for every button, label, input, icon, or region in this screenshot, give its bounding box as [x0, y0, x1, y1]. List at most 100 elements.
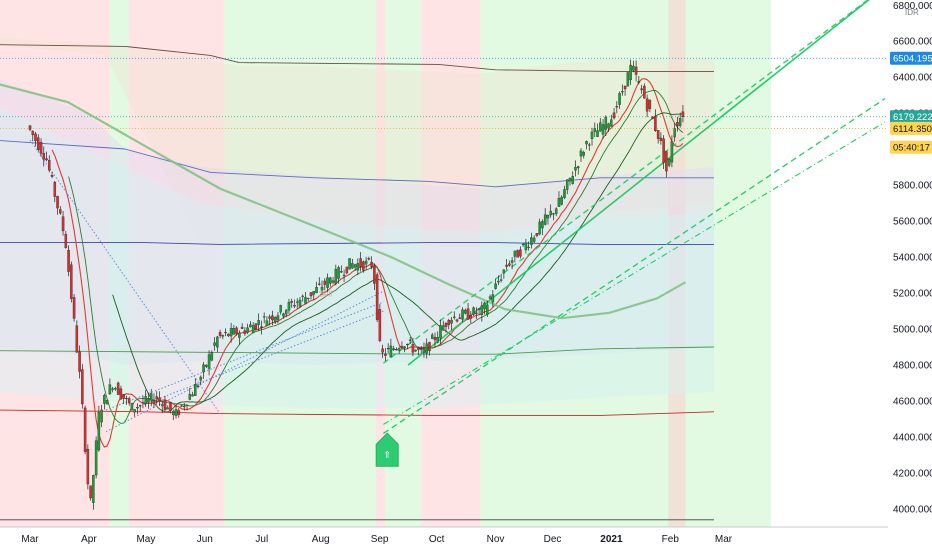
candle	[348, 258, 351, 270]
candle	[565, 179, 569, 195]
candle	[464, 308, 467, 315]
candle	[56, 195, 59, 215]
candle	[618, 91, 621, 109]
candle	[138, 404, 142, 412]
candle	[353, 263, 357, 271]
currency-label: IDR	[905, 8, 919, 17]
candle	[593, 122, 597, 138]
candle	[205, 364, 208, 369]
candle	[351, 258, 354, 270]
candle	[240, 323, 244, 330]
candle	[645, 94, 649, 118]
candle	[510, 257, 514, 270]
candle	[678, 112, 682, 128]
candle	[634, 60, 638, 82]
candle	[397, 346, 401, 354]
candle	[483, 301, 486, 315]
candle	[282, 312, 285, 319]
bg-zone	[128, 0, 224, 527]
candle	[554, 207, 558, 217]
candle	[265, 316, 269, 327]
x-tick-label: Mar	[21, 534, 39, 545]
indicator-lines	[0, 0, 886, 521]
candle	[119, 385, 123, 400]
candle	[546, 214, 550, 225]
candle	[83, 405, 87, 455]
candle	[122, 393, 125, 405]
channel-bands	[0, 37, 714, 409]
candle	[166, 405, 169, 410]
time-axis[interactable]: Mar Apr May Jun Jul Aug Sep Oct Nov Dec 2021 Feb Mar	[0, 526, 932, 550]
candle	[224, 328, 227, 337]
dotted-trend-line	[143, 310, 384, 406]
candle	[251, 322, 255, 334]
candle	[136, 403, 139, 415]
candle	[574, 160, 577, 177]
candle	[48, 155, 51, 173]
candle	[576, 165, 580, 175]
candle	[621, 84, 624, 96]
candle	[276, 311, 280, 324]
candle	[488, 294, 492, 300]
candle	[670, 135, 674, 168]
candle	[568, 177, 572, 186]
trend-line	[383, 98, 886, 434]
candle	[626, 71, 630, 87]
candle	[640, 84, 643, 94]
x-tick-label: Aug	[312, 534, 330, 545]
candle	[235, 326, 238, 336]
candle	[549, 204, 552, 218]
price-axis[interactable]: 6800.0000 IDR 6600.00006400.00006200.000…	[888, 0, 932, 550]
annotations: Sell ⇑	[319, 290, 399, 467]
candle	[375, 272, 379, 323]
candle	[444, 322, 448, 333]
candle	[362, 260, 365, 273]
candle	[160, 401, 164, 414]
channel-band	[0, 37, 714, 248]
candle	[414, 349, 417, 352]
candle	[202, 362, 205, 379]
y-tick-label: 4000.0000	[893, 505, 932, 516]
channel-band	[0, 107, 714, 409]
candle	[428, 341, 431, 356]
candle	[194, 378, 197, 397]
candle	[180, 405, 183, 408]
candle	[441, 320, 445, 331]
candle	[262, 312, 266, 324]
y-tick-label: 5200.0000	[893, 289, 932, 300]
candle	[254, 323, 258, 332]
dotted-trend-line	[105, 290, 384, 433]
candle	[334, 264, 338, 286]
candle	[37, 134, 40, 152]
candle	[667, 158, 671, 168]
x-tick-label: Dec	[544, 534, 562, 545]
candle	[436, 331, 439, 344]
level-line	[0, 242, 714, 245]
candle	[196, 383, 200, 389]
candle	[125, 395, 128, 405]
candle	[378, 303, 382, 343]
y-tick-label: 5800.0000	[893, 181, 932, 192]
candle	[304, 291, 307, 304]
candle	[389, 338, 393, 358]
channel-band	[0, 80, 714, 365]
candle	[227, 333, 230, 337]
candle	[356, 258, 360, 276]
candle	[596, 123, 599, 137]
candle	[425, 338, 428, 359]
candle	[216, 335, 219, 353]
price-tag: 6504.1950	[890, 51, 932, 65]
candle	[78, 345, 81, 379]
x-tick-label: Mar	[715, 534, 733, 545]
x-tick-label: 2021	[600, 534, 623, 545]
candle	[320, 280, 324, 296]
candle	[557, 191, 561, 207]
candle	[246, 323, 249, 335]
candle	[392, 345, 395, 351]
candle	[232, 324, 236, 335]
candle	[469, 311, 473, 324]
y-tick-label: 6400.0000	[893, 73, 932, 84]
